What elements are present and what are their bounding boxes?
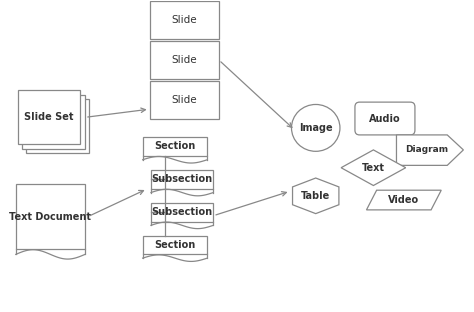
Polygon shape [366,190,441,210]
FancyBboxPatch shape [16,184,85,249]
FancyBboxPatch shape [150,81,219,119]
Text: Video: Video [388,195,419,205]
FancyBboxPatch shape [143,236,207,254]
FancyBboxPatch shape [143,137,207,156]
Text: Subsection: Subsection [152,174,213,184]
Text: Text: Text [362,163,385,173]
FancyBboxPatch shape [151,203,213,222]
Polygon shape [341,150,406,186]
Text: Diagram: Diagram [405,145,448,154]
Text: Slide: Slide [172,15,197,25]
Text: Slide Set: Slide Set [25,112,74,122]
Text: Text Document: Text Document [9,212,91,222]
Text: Section: Section [155,240,196,250]
FancyBboxPatch shape [22,95,84,149]
FancyBboxPatch shape [151,170,213,189]
Polygon shape [396,135,464,165]
FancyBboxPatch shape [150,41,219,79]
Text: Audio: Audio [369,114,401,124]
Text: Section: Section [155,141,196,151]
Text: Slide: Slide [172,95,197,105]
Text: Slide: Slide [172,55,197,65]
FancyBboxPatch shape [150,1,219,39]
FancyBboxPatch shape [355,102,415,135]
FancyBboxPatch shape [27,99,89,153]
Text: Table: Table [301,191,330,201]
FancyBboxPatch shape [18,90,81,144]
Text: Subsection: Subsection [152,207,213,217]
Text: Image: Image [299,123,333,133]
Polygon shape [292,178,339,214]
Ellipse shape [292,105,340,151]
